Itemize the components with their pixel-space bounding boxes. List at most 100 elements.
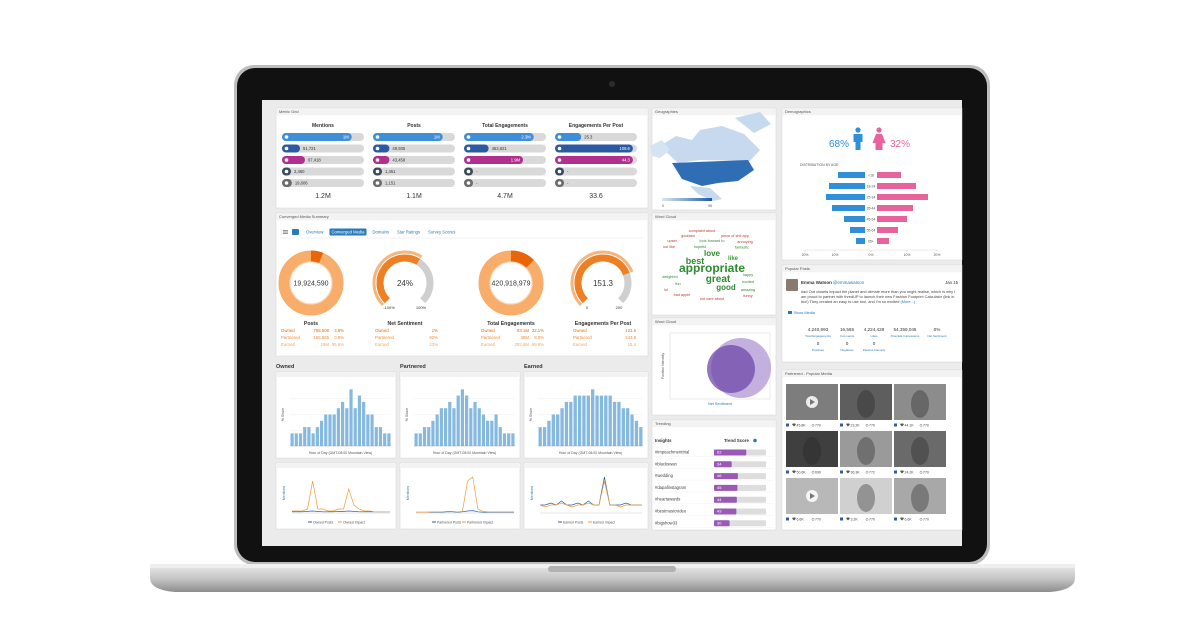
cloud-word: lol [664, 288, 668, 292]
stat-label: Total Engagements [805, 334, 831, 338]
comments-count: 770 [923, 424, 929, 428]
x-axis-label: Net Sentiment [708, 402, 733, 406]
tab[interactable]: Survey Scores [428, 230, 455, 235]
tab[interactable]: Converged Media [331, 230, 365, 235]
likes-count: 24.2K [905, 471, 915, 475]
panel-header [652, 213, 776, 221]
female-bar [877, 216, 907, 222]
likes-count: 45.8K [797, 424, 807, 428]
bar [595, 395, 599, 446]
channel-icon [375, 135, 380, 139]
network-icon [786, 470, 789, 474]
bar [315, 427, 319, 446]
stat-value: 4,240,993 [808, 327, 829, 332]
media-thumb [894, 384, 946, 420]
bar [599, 395, 604, 446]
male-icon-head [855, 127, 861, 133]
bar [551, 414, 555, 446]
stat-label: Likes [870, 334, 878, 338]
row-share: 22.1% [532, 328, 544, 333]
metric-track [282, 167, 364, 176]
tab[interactable]: Domains [373, 230, 390, 235]
metric-value: 67,418 [308, 158, 321, 163]
metric-value: 453,821 [492, 146, 508, 151]
cloud-word: best [686, 256, 705, 266]
bar [349, 389, 353, 446]
like-icon [900, 517, 904, 521]
column-header: Insights [655, 438, 672, 443]
cloud-word: not care about [700, 297, 725, 301]
media-thumb [894, 478, 946, 514]
female-icon-body [872, 134, 886, 150]
chart-card [523, 371, 649, 459]
gauge-max: 200 [616, 305, 623, 310]
male-bar [829, 183, 865, 189]
metric-value: 108.6 [619, 146, 630, 151]
channel-icon [284, 135, 289, 139]
bar [290, 433, 294, 446]
metric-value: 49,935 [392, 146, 405, 151]
more-link[interactable]: (More...) [900, 299, 915, 304]
cloud-word: annoying [737, 240, 752, 244]
y-axis-label: % Share [281, 408, 285, 421]
bar [564, 401, 569, 446]
trend-tag: #bigshow33 [655, 520, 678, 525]
menu-icon [283, 233, 288, 234]
trend-tag: #blackswan [655, 461, 678, 466]
y-axis-label: Positive Intensity [661, 353, 665, 380]
panel-title: Partnered - Popular Media [785, 371, 833, 376]
panel-title: Popular Posts [785, 266, 810, 271]
panel-header [782, 370, 962, 378]
bar [634, 420, 639, 446]
metric-fill [464, 144, 489, 153]
tab[interactable]: Star Ratings [397, 230, 420, 235]
bar [414, 433, 418, 446]
metric-value: 25.3 [584, 135, 593, 140]
age-label: 45-54 [867, 218, 876, 222]
chart-toolbar [277, 373, 395, 377]
like-icon [792, 470, 796, 474]
female-bar [877, 227, 898, 233]
channel-icon [557, 169, 562, 174]
gauge-fill [574, 254, 630, 304]
tab[interactable]: Overview [306, 230, 324, 235]
row-name: Owned [573, 328, 587, 333]
score-label: 45 [717, 485, 722, 490]
bar [353, 408, 357, 446]
metric-fill [464, 156, 524, 164]
bar [577, 395, 582, 446]
metric-value: 1,451 [385, 169, 396, 174]
canada [660, 126, 760, 163]
channel-icon [557, 158, 562, 162]
post-date: Jan 15 [945, 280, 959, 285]
panel-title: Geographies [655, 109, 678, 114]
score-bar [714, 461, 732, 468]
bar [362, 401, 366, 446]
comments-count: 772 [869, 471, 875, 475]
cloud-word: piece of shit app [721, 234, 749, 238]
row-name: Earned [281, 342, 295, 347]
channel-icon [284, 169, 289, 174]
score-label: 46 [717, 473, 722, 478]
thumb-figure [911, 484, 929, 512]
cloud-word: good [716, 283, 736, 292]
stat-value: 54,359,045 [894, 327, 917, 332]
bar [560, 408, 564, 446]
show-media[interactable]: Show Media [794, 310, 816, 315]
metric-track [373, 179, 455, 187]
media-icon [788, 311, 792, 314]
bar [431, 420, 435, 446]
bar [366, 414, 370, 446]
x-axis-label: Hour of Day (GMT-08:00 Mountain View) [433, 451, 496, 455]
laptop-base [150, 566, 1075, 592]
channel-icon [284, 181, 289, 185]
comments-count: 770 [923, 518, 929, 522]
score-bar [714, 449, 747, 456]
bar [469, 408, 473, 446]
cloud-word: fun [675, 282, 680, 286]
panel-header [782, 265, 962, 273]
metric-fill [555, 144, 633, 153]
metric-fill [555, 156, 633, 164]
